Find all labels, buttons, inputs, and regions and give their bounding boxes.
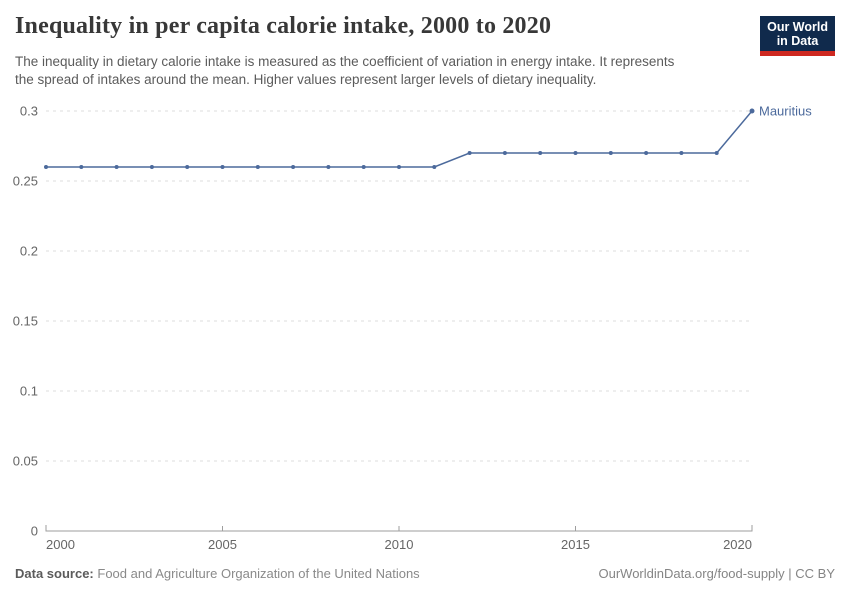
data-point[interactable] [220,165,225,169]
data-point[interactable] [467,151,472,155]
x-tick-label: 2000 [46,537,75,552]
series-end-marker [749,108,755,114]
owid-logo[interactable]: Our World in Data [760,16,835,56]
chart-subtitle: The inequality in dietary calorie intake… [15,53,674,89]
x-tick-label: 2005 [208,537,237,552]
data-point[interactable] [608,151,613,155]
data-point[interactable] [397,165,401,169]
x-tick-label: 2015 [561,537,590,552]
x-tick-label: 2010 [385,537,414,552]
footer-link[interactable]: OurWorldinData.org/food-supply | CC BY [598,566,835,581]
data-source-label: Data source: [15,566,94,581]
data-point[interactable] [255,165,260,169]
data-point[interactable] [361,165,366,169]
data-point[interactable] [644,151,649,155]
data-point[interactable] [432,165,437,169]
data-point[interactable] [502,151,507,155]
y-tick-label: 0.1 [20,384,38,399]
data-point[interactable] [326,165,331,169]
data-point[interactable] [149,165,154,169]
owid-logo-line2: in Data [776,34,819,48]
chart-subtitle-line2: the spread of intakes around the mean. H… [15,72,597,87]
data-point[interactable] [679,151,684,155]
page-title: Inequality in per capita calorie intake,… [15,13,552,39]
series-line[interactable] [46,110,753,168]
data-point[interactable] [185,165,190,169]
data-point[interactable] [79,165,84,169]
data-point[interactable] [714,151,719,155]
x-tick-label: 2020 [723,537,752,552]
y-tick-label: 0.15 [13,314,38,329]
data-point[interactable] [573,151,578,155]
data-source-value: Food and Agriculture Organization of the… [97,566,420,581]
data-point[interactable] [114,165,119,169]
data-point[interactable] [538,151,543,155]
y-tick-label: 0.2 [20,244,38,259]
y-tick-label: 0.3 [20,104,38,119]
data-point[interactable] [44,165,48,169]
owid-logo-line1: Our World [767,20,828,34]
series-label: Mauritius [759,104,812,119]
y-tick-label: 0 [31,524,38,539]
chart-footer: Data source: Food and Agriculture Organi… [15,566,835,581]
data-source-note: Data source: Food and Agriculture Organi… [15,566,420,581]
y-tick-label: 0.05 [13,454,38,469]
chart-subtitle-line1: The inequality in dietary calorie intake… [15,54,675,69]
data-point[interactable] [291,165,296,169]
chart-canvas[interactable]: 0 0.05 0.1 0.15 0.2 0.25 0.3 2000 2005 2010 2015 20… [0,95,850,565]
y-tick-label: 0.25 [13,174,38,189]
